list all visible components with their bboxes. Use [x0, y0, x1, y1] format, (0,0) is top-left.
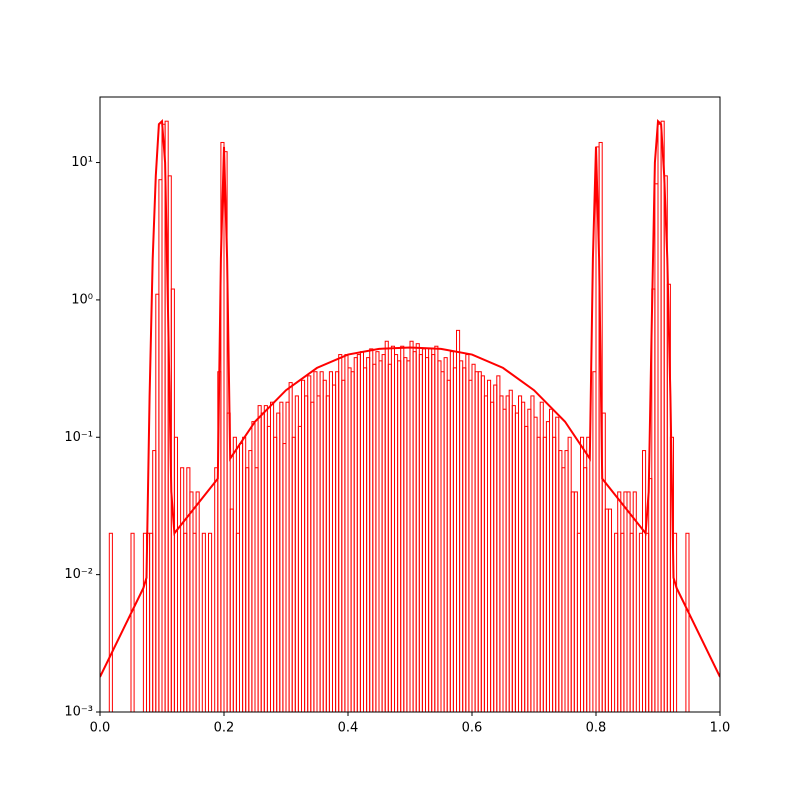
- bar: [108, 532, 113, 712]
- axes-frame: [99, 96, 721, 713]
- bar: [195, 491, 200, 712]
- x-tick-label: 0.0: [90, 721, 111, 736]
- bar: [607, 508, 613, 712]
- plot-area: [100, 118, 720, 712]
- y-tick-label: 10⁻²: [64, 567, 93, 582]
- y-tick-label: 10¹: [71, 155, 93, 170]
- bar: [208, 532, 213, 712]
- x-tick-label: 0.2: [214, 721, 235, 736]
- x-tick-label: 0.6: [462, 721, 483, 736]
- fit-line: [100, 118, 720, 678]
- x-tick-label: 1.0: [710, 721, 731, 736]
- bar: [673, 532, 678, 712]
- y-tick-label: 10⁻¹: [64, 430, 93, 445]
- bar: [130, 532, 135, 712]
- x-tick-label: 0.8: [586, 721, 607, 736]
- x-tick-label: 0.4: [338, 721, 359, 736]
- bar: [685, 532, 690, 712]
- bar: [173, 436, 178, 712]
- y-tick-label: 10⁻³: [64, 705, 93, 720]
- bar: [586, 436, 591, 712]
- bar: [632, 491, 637, 712]
- bar: [201, 532, 206, 712]
- y-tick-label: 10⁰: [71, 292, 93, 307]
